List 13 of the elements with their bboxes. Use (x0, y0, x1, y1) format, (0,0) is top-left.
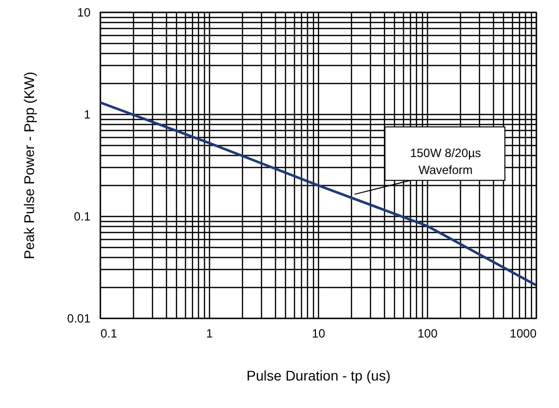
x-tick-label: 0.1 (100, 326, 118, 340)
y-tick-label: 1 (84, 108, 91, 122)
y-tick-label: 10 (77, 6, 91, 20)
x-axis-title: Pulse Duration - tp (us) (246, 368, 390, 384)
x-tick-label: 10 (312, 326, 326, 340)
y-tick-label: 0.01 (67, 312, 91, 326)
x-tick-label: 1000 (510, 326, 537, 340)
x-tick-label: 100 (417, 326, 438, 340)
line-series (100, 101, 536, 286)
y-axis-title: Peak Pulse Power - Ppp (KW) (21, 72, 38, 260)
x-tick-label: 1 (206, 326, 214, 340)
annotation: 150W 8/20µs Waveform (410, 146, 482, 177)
y-tick-label: 0.1 (74, 210, 91, 224)
